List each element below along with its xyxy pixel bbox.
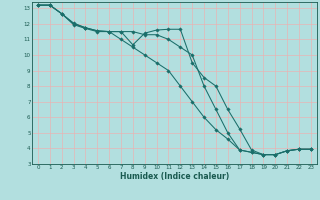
X-axis label: Humidex (Indice chaleur): Humidex (Indice chaleur) [120, 172, 229, 181]
